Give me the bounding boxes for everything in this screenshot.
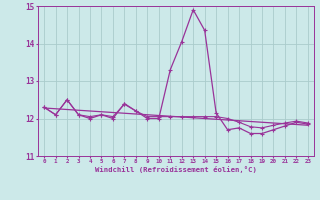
X-axis label: Windchill (Refroidissement éolien,°C): Windchill (Refroidissement éolien,°C) [95, 166, 257, 173]
